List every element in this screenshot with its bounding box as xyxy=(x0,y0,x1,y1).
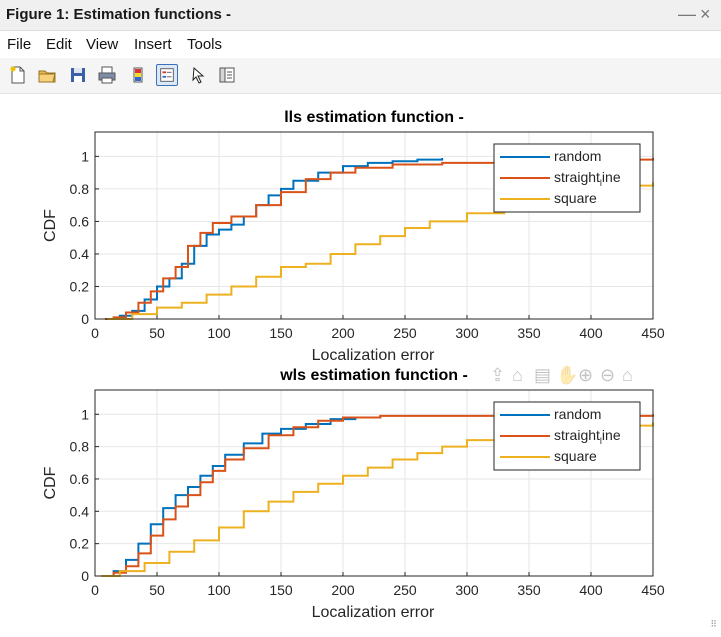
home-icon[interactable]: ⌂ xyxy=(622,365,633,385)
series-line-random[interactable] xyxy=(107,158,444,320)
x-tick-label: 300 xyxy=(455,582,479,598)
window-titlebar: Figure 1: Estimation functions - — × xyxy=(0,0,721,31)
y-tick-label: 0.8 xyxy=(70,181,90,197)
y-tick-label: 1 xyxy=(81,406,89,422)
series-line-straight-line[interactable] xyxy=(101,414,654,577)
legend-label: straightline xyxy=(554,427,621,446)
y-tick-label: 1 xyxy=(81,148,89,164)
x-tick-label: 350 xyxy=(517,325,541,341)
x-axis-label: Localization error xyxy=(312,604,435,621)
figure-canvas: 0 50 100 150 200 250 300 350 400 450 0 0.2 0.4 0.6 0.8… xyxy=(0,94,721,632)
chart-1[interactable]: 0 50 100 150 200 250 300 350 400 450 0 0.2 0.4 0.6 0.8… xyxy=(42,109,665,364)
window-title: Figure 1: Estimation functions - xyxy=(6,6,232,23)
x-tick-label: 0 xyxy=(91,582,99,598)
y-tick-label: 0.8 xyxy=(70,439,90,455)
x-tick-label: 200 xyxy=(331,582,355,598)
y-tick-label: 0.2 xyxy=(70,278,90,294)
x-tick-label: 50 xyxy=(149,582,165,598)
colorbar-icon[interactable] xyxy=(127,64,149,86)
x-tick-label: 250 xyxy=(393,582,417,598)
legend-label: square xyxy=(554,448,597,464)
y-tick-label: 0 xyxy=(81,568,89,584)
zoom-in-icon[interactable]: ⊕ xyxy=(578,365,593,385)
save-icon[interactable] xyxy=(67,64,89,86)
figure-toolbar xyxy=(0,58,721,94)
pan-icon[interactable]: ✋ xyxy=(556,364,578,385)
new-figure-icon[interactable] xyxy=(7,64,29,86)
series-line-straight-line[interactable] xyxy=(104,158,654,320)
y-tick-label: 0.6 xyxy=(70,471,90,487)
close-button[interactable]: × xyxy=(700,4,711,24)
y-tick-label: 0.6 xyxy=(70,213,90,229)
x-axis-label: Localization error xyxy=(312,347,435,364)
property-inspector-icon[interactable] xyxy=(216,64,238,86)
pointer-icon[interactable] xyxy=(187,64,209,86)
brush-icon[interactable]: ⌂ xyxy=(512,365,523,385)
legend-label: square xyxy=(554,190,597,206)
x-tick-label: 400 xyxy=(579,582,603,598)
x-tick-label: 450 xyxy=(641,582,665,598)
legend[interactable]: random straightline square xyxy=(493,143,641,213)
export-icon[interactable]: ⇪ xyxy=(490,365,505,385)
menu-insert[interactable]: Insert xyxy=(134,36,172,53)
legend-label: random xyxy=(554,406,601,422)
chart-2[interactable]: 0 50 100 150 200 250 300 350 400 450 0 0.2 0.4 0.6 0.8… xyxy=(42,364,665,621)
minimize-button[interactable]: — xyxy=(678,4,696,24)
axes-border xyxy=(94,389,654,577)
x-tick-label: 350 xyxy=(517,582,541,598)
legend-icon[interactable] xyxy=(156,64,178,86)
menu-edit[interactable]: Edit xyxy=(46,36,72,53)
resize-grip-icon[interactable]: ⠿ xyxy=(710,619,717,629)
legend[interactable]: random straightline square xyxy=(493,401,641,471)
legend-label: random xyxy=(554,148,601,164)
menu-tools[interactable]: Tools xyxy=(187,36,223,53)
print-icon[interactable] xyxy=(96,64,118,86)
x-tick-label: 200 xyxy=(331,325,355,341)
datatip-icon[interactable]: ▤ xyxy=(534,365,551,385)
y-tick-label: 0.4 xyxy=(70,503,90,519)
axes-toolbar[interactable]: ⇪ ⌂ ▤ ✋ ⊕ ⊖ ⌂ xyxy=(490,364,633,385)
x-tick-label: 400 xyxy=(579,325,603,341)
x-tick-label: 250 xyxy=(393,325,417,341)
x-tick-label: 300 xyxy=(455,325,479,341)
y-tick-label: 0 xyxy=(81,311,89,327)
x-tick-label: 100 xyxy=(207,582,231,598)
open-file-icon[interactable] xyxy=(36,64,58,86)
x-tick-label: 150 xyxy=(269,582,293,598)
x-tick-label: 50 xyxy=(149,325,165,341)
figure-svg: 0 50 100 150 200 250 300 350 400 45000.20.40.60.8… xyxy=(42,109,665,621)
y-axis-label: CDF xyxy=(42,209,59,242)
legend-label: straightline xyxy=(554,169,621,188)
y-tick-label: 0.4 xyxy=(70,246,90,262)
y-axis-label: CDF xyxy=(42,466,59,499)
menu-file[interactable]: File xyxy=(7,36,32,53)
x-tick-label: 0 xyxy=(91,325,99,341)
zoom-out-icon[interactable]: ⊖ xyxy=(600,365,615,385)
chart-title: wls estimation function - xyxy=(279,367,468,384)
menu-view[interactable]: View xyxy=(86,36,119,53)
x-tick-label: 100 xyxy=(207,325,231,341)
x-tick-label: 450 xyxy=(641,325,665,341)
chart-title: lls estimation function - xyxy=(284,109,464,126)
menu-bar: File Edit View Insert Tools xyxy=(0,31,721,58)
axes-border xyxy=(94,131,654,320)
y-tick-label: 0.2 xyxy=(70,536,90,552)
x-tick-label: 150 xyxy=(269,325,293,341)
